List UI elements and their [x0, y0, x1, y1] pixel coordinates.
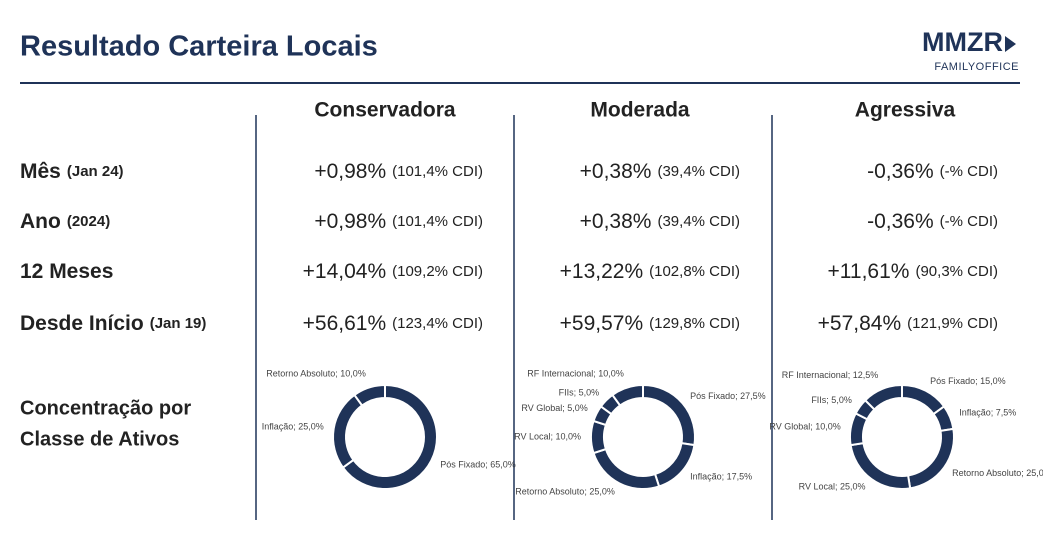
logo-subtitle: FAMILYOFFICE: [934, 61, 1019, 73]
result-value: -0,36%: [867, 160, 934, 183]
column-header: Moderada: [590, 99, 690, 122]
result-cell: +57,84% (121,9% CDI): [818, 312, 998, 335]
result-value: +59,57%: [560, 312, 644, 335]
result-value: +13,22%: [560, 260, 644, 283]
result-value: +56,61%: [303, 312, 387, 335]
row-label: Desde Início (Jan 19): [20, 312, 206, 335]
donut-slice: [906, 427, 955, 490]
slice-label: Inflação; 25,0%: [262, 422, 324, 432]
slice-label: Retorno Absoluto; 25,0%: [952, 468, 1043, 478]
result-cell: +14,04% (109,2% CDI): [303, 260, 483, 283]
result-value: -0,36%: [867, 210, 934, 233]
cdi-value: (-% CDI): [940, 163, 998, 180]
result-cell: +59,57% (129,8% CDI): [560, 312, 740, 335]
result-cell: -0,36% (-% CDI): [867, 160, 998, 183]
result-cell: +56,61% (123,4% CDI): [303, 312, 483, 335]
result-value: +57,84%: [818, 312, 902, 335]
donut-slice: [353, 383, 386, 407]
result-cell: +11,61% (90,3% CDI): [828, 260, 998, 283]
result-value: +0,38%: [580, 210, 652, 233]
result-cell: +0,98% (101,4% CDI): [314, 210, 483, 233]
slice-label: FIIs; 5,0%: [811, 395, 852, 405]
slice-label: Pós Fixado; 15,0%: [930, 376, 1006, 386]
donut-slice: [901, 383, 946, 416]
cdi-value: (39,4% CDI): [657, 213, 740, 230]
donut-slice: [332, 393, 364, 469]
result-value: +0,98%: [314, 210, 386, 233]
result-value: +11,61%: [828, 260, 910, 283]
cdi-value: (101,4% CDI): [392, 163, 483, 180]
slice-label: Pós Fixado; 27,5%: [690, 391, 766, 401]
cdi-value: (-% CDI): [940, 213, 998, 230]
logo: MMZR: [922, 27, 1003, 57]
row-period: (Jan 24): [67, 163, 124, 180]
result-cell: +0,98% (101,4% CDI): [314, 160, 483, 183]
row-label: Ano (2024): [20, 210, 110, 233]
row-period: (2024): [67, 213, 110, 230]
donut-slice: [592, 447, 661, 490]
row-label-text: 12 Meses: [20, 260, 113, 283]
result-cell: +13,22% (102,8% CDI): [560, 260, 740, 283]
slice-label: RF Internacional; 10,0%: [527, 368, 624, 378]
result-cell: +0,38% (39,4% CDI): [580, 210, 740, 233]
slice-label: RF Internacional; 12,5%: [782, 370, 879, 380]
page-title: Resultado Carteira Locais: [20, 31, 378, 63]
result-value: +14,04%: [303, 260, 387, 283]
donut-slice: [611, 383, 644, 407]
donut-slice: [863, 383, 903, 411]
slice-label: FIIs; 5,0%: [559, 388, 600, 398]
slice-label: Inflação; 7,5%: [959, 408, 1016, 418]
donut-slice: [341, 383, 438, 490]
cdi-value: (102,8% CDI): [649, 263, 740, 280]
slice-label: Pós Fixado; 65,0%: [440, 460, 516, 470]
cdi-value: (123,4% CDI): [392, 315, 483, 332]
slice-label: RV Global; 10,0%: [769, 422, 840, 432]
row-period: (Jan 19): [150, 315, 207, 332]
row-label: 12 Meses: [20, 260, 113, 283]
slice-label: Inflação; 17,5%: [690, 472, 752, 482]
cdi-value: (39,4% CDI): [657, 163, 740, 180]
concentration-label: Concentração por: [20, 397, 191, 419]
logo-arrow: [1005, 36, 1016, 52]
cdi-value: (101,4% CDI): [392, 213, 483, 230]
slice-label: Retorno Absoluto; 10,0%: [266, 368, 366, 378]
result-cell: +0,38% (39,4% CDI): [580, 160, 740, 183]
cdi-value: (90,3% CDI): [915, 263, 998, 280]
donut-slice: [653, 441, 696, 488]
slice-label: Retorno Absoluto; 25,0%: [515, 487, 615, 497]
row-label-text: Desde Início: [20, 312, 144, 335]
cdi-value: (121,9% CDI): [907, 315, 998, 332]
row-label-text: Mês: [20, 160, 61, 183]
concentration-label: Classe de Ativos: [20, 428, 179, 450]
donut-slice: [642, 383, 696, 447]
slice-label: RV Local; 25,0%: [799, 482, 866, 492]
donut-slice: [590, 419, 608, 455]
result-cell: -0,36% (-% CDI): [867, 210, 998, 233]
result-value: +0,38%: [580, 160, 652, 183]
slice-label: RV Global; 5,0%: [521, 403, 587, 413]
column-header: Conservadora: [314, 99, 456, 122]
row-label-text: Ano: [20, 210, 61, 233]
column-header: Agressiva: [855, 99, 956, 122]
cdi-value: (129,8% CDI): [649, 315, 740, 332]
result-value: +0,98%: [314, 160, 386, 183]
row-label: Mês (Jan 24): [20, 160, 124, 183]
slice-label: RV Local; 10,0%: [514, 431, 581, 441]
cdi-value: (109,2% CDI): [392, 263, 483, 280]
